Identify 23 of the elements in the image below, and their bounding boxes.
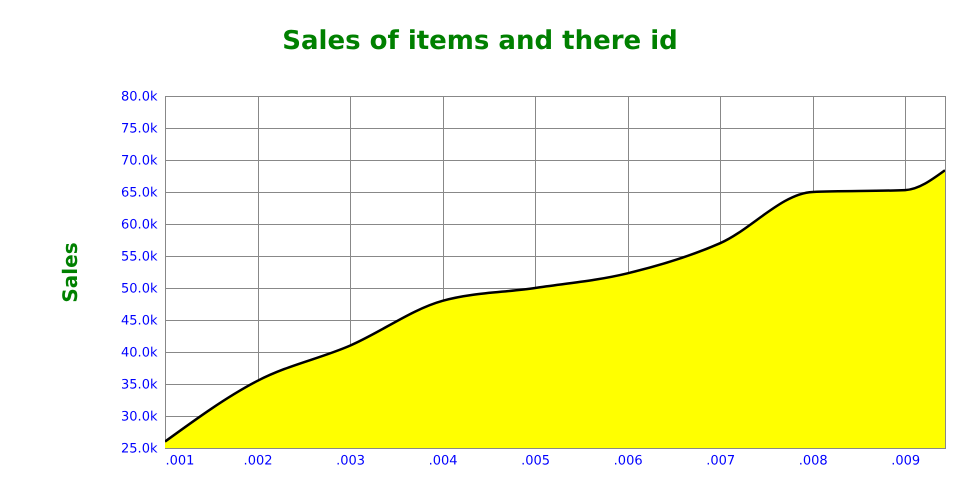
y-tick-label: 65.0k [121, 186, 158, 200]
y-tick-label: 60.0k [121, 218, 158, 232]
y-tick-label: 25.0k [121, 442, 158, 456]
chart-title: Sales of items and there id [282, 26, 678, 56]
y-tick-label: 40.0k [121, 346, 158, 360]
x-tick-label: .007 [706, 454, 736, 468]
y-tick-label: 30.0k [121, 410, 158, 424]
x-tick-label: .001 [166, 454, 194, 468]
y-tick-label: 75.0k [121, 122, 158, 136]
y-tick-label: 35.0k [121, 378, 158, 392]
x-tick-label: .005 [521, 454, 550, 468]
y-tick-label: 80.0k [121, 90, 158, 104]
x-tick-label: .003 [336, 454, 366, 468]
y-tick-label: 45.0k [121, 314, 158, 328]
x-tick-label: .002 [244, 454, 273, 468]
y-tick-label: 50.0k [121, 282, 158, 296]
x-tick-label: .006 [614, 454, 643, 468]
y-tick-label: 55.0k [121, 250, 158, 264]
y-axis-title: Sales [58, 242, 82, 303]
x-tick-label: .008 [798, 454, 828, 468]
x-tick-label: .009 [891, 454, 920, 468]
y-tick-label: 70.0k [121, 154, 158, 168]
x-tick-label: .004 [428, 454, 458, 468]
